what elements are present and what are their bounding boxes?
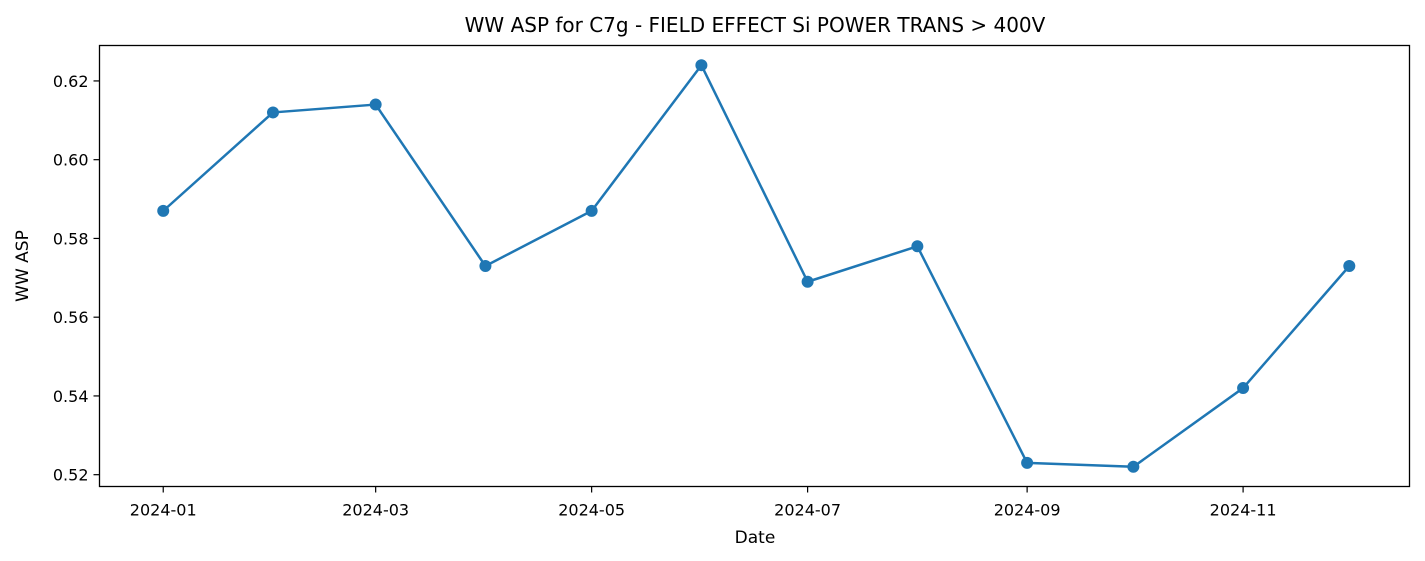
data-point — [157, 204, 170, 217]
x-tick-label: 2024-07 — [774, 501, 841, 520]
x-tick-label: 2024-03 — [342, 501, 409, 520]
y-axis: 0.52 0.54 0.56 0.58 0.60 0.62 — [53, 72, 100, 485]
x-axis-label: Date — [735, 528, 776, 548]
plot-frame — [98, 44, 1411, 488]
data-point — [266, 106, 279, 119]
x-axis: 2024-01 2024-03 2024-05 2024-07 2024-09 2024-… — [130, 486, 1277, 520]
x-tick-label: 2024-09 — [994, 501, 1061, 520]
chart-title: WW ASP for C7g - FIELD EFFECT Si POWER T… — [465, 13, 1046, 37]
y-tick-label: 0.56 — [53, 308, 89, 327]
y-tick-label: 0.54 — [53, 387, 89, 406]
data-point — [695, 59, 708, 72]
y-tick-label: 0.62 — [53, 72, 89, 91]
x-tick-label: 2024-05 — [558, 501, 625, 520]
y-axis-label: WW ASP — [13, 230, 33, 302]
data-point — [911, 240, 924, 253]
data-point — [1343, 260, 1356, 272]
plot-area — [157, 59, 1356, 473]
y-tick-label: 0.58 — [53, 229, 89, 248]
data-point — [1237, 382, 1250, 395]
y-tick-label: 0.52 — [53, 466, 89, 485]
y-tick-label: 0.60 — [53, 151, 89, 170]
x-tick-label: 2024-11 — [1210, 501, 1277, 520]
data-point — [369, 98, 382, 111]
data-point — [585, 204, 598, 217]
x-tick-label: 2024-01 — [130, 501, 197, 520]
data-point — [1021, 456, 1034, 469]
series-line — [162, 63, 1351, 469]
data-point — [801, 275, 814, 288]
data-point — [479, 260, 492, 272]
data-point — [1127, 460, 1140, 473]
